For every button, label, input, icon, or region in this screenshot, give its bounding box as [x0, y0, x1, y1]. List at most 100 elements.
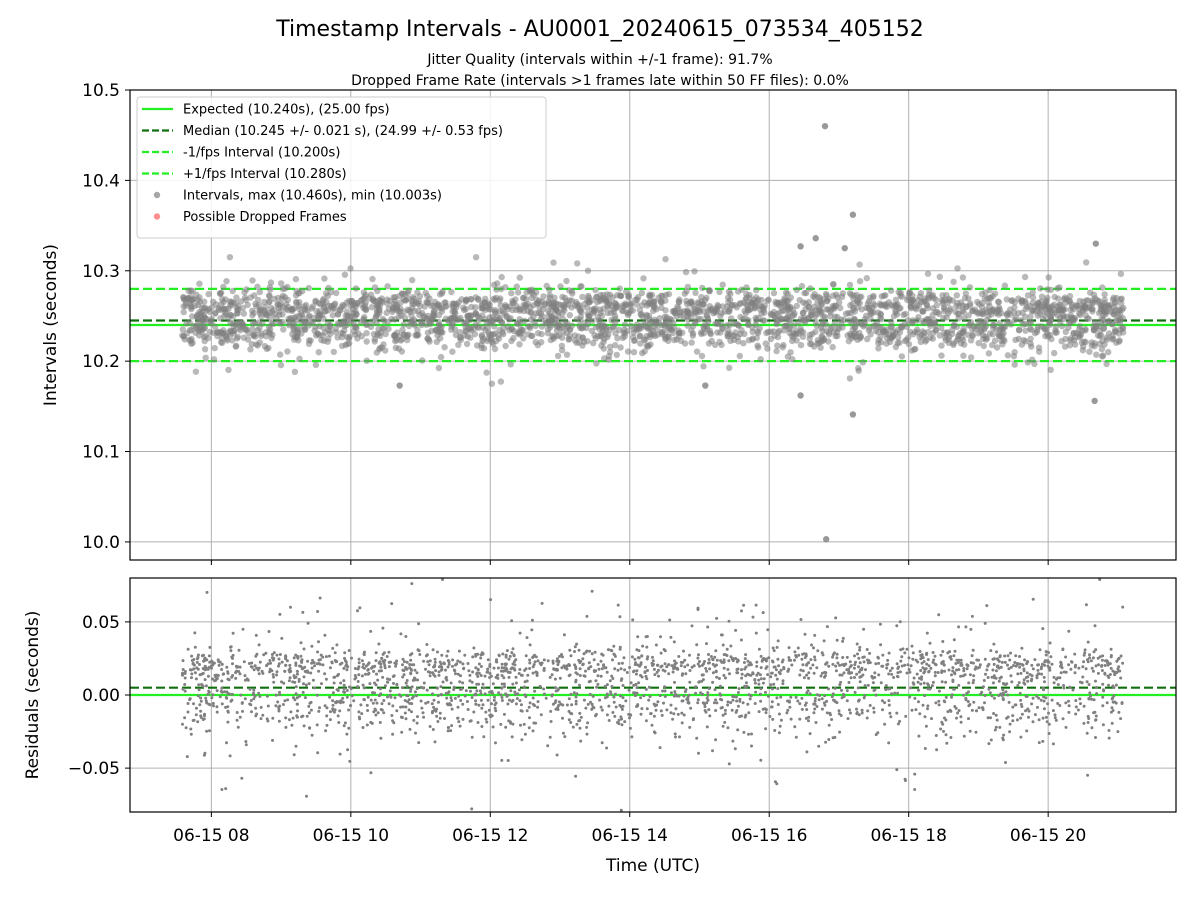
residual-point	[1067, 629, 1071, 633]
residual-point	[202, 659, 206, 663]
interval-point	[1071, 314, 1078, 322]
interval-point	[867, 315, 874, 322]
interval-point	[769, 311, 777, 318]
residual-point	[787, 656, 791, 660]
residual-point	[640, 707, 644, 711]
interval-point	[792, 328, 800, 335]
residual-point	[599, 705, 603, 709]
residual-point	[753, 678, 757, 682]
interval-point	[212, 310, 219, 317]
residual-point	[183, 683, 187, 686]
interval-point	[414, 289, 421, 296]
residual-point	[558, 676, 562, 680]
residual-point	[220, 788, 224, 791]
residual-point	[803, 703, 807, 707]
residual-point	[654, 643, 658, 647]
residual-point	[504, 725, 508, 729]
interval-point	[1035, 344, 1043, 351]
interval-point	[954, 265, 961, 272]
interval-point	[399, 290, 406, 298]
legend-entry-label: Intervals, max (10.460s), min (10.003s)	[183, 189, 442, 204]
interval-point	[831, 320, 839, 327]
interval-point	[837, 304, 844, 312]
residual-point	[342, 683, 346, 687]
residual-point	[831, 692, 835, 696]
residual-point	[1096, 671, 1100, 675]
residual-point	[359, 703, 363, 707]
residual-point	[835, 656, 839, 660]
interval-point	[725, 327, 732, 334]
residual-point	[819, 674, 823, 678]
residual-point	[590, 589, 594, 593]
residual-point	[1062, 670, 1066, 674]
residual-point	[793, 650, 797, 654]
interval-point	[855, 367, 862, 374]
residual-point	[744, 653, 748, 657]
interval-point	[253, 341, 260, 348]
residual-point	[750, 732, 753, 736]
residual-point	[617, 722, 621, 726]
residual-point	[848, 660, 852, 664]
residual-point	[240, 701, 244, 705]
residual-point	[1029, 679, 1033, 683]
interval-point	[825, 329, 833, 336]
residual-point	[810, 643, 813, 647]
interval-point	[669, 308, 676, 315]
residual-point	[957, 683, 961, 687]
interval-point	[811, 294, 819, 301]
residual-point	[472, 710, 476, 714]
interval-point	[515, 289, 522, 296]
residual-point	[388, 689, 392, 693]
interval-point	[188, 297, 196, 304]
residual-point	[554, 686, 558, 690]
residual-point	[921, 703, 925, 707]
interval-point	[1067, 337, 1074, 344]
residual-point	[746, 672, 750, 676]
interval-point	[302, 307, 309, 314]
residual-point	[742, 730, 746, 734]
interval-point	[805, 314, 812, 321]
residual-point	[428, 674, 432, 678]
residual-point	[747, 711, 751, 715]
residual-point	[834, 664, 838, 668]
residual-point	[226, 709, 230, 713]
residual-point	[912, 676, 916, 680]
interval-point	[254, 283, 261, 290]
residual-point	[1109, 654, 1113, 657]
residual-point	[294, 653, 298, 657]
residual-point	[315, 693, 319, 697]
residual-point	[422, 715, 426, 719]
residual-point	[1097, 663, 1100, 667]
interval-point	[1109, 332, 1116, 339]
interval-point	[987, 311, 995, 318]
residual-point	[607, 704, 611, 708]
residual-point	[361, 726, 365, 729]
interval-point	[736, 352, 743, 360]
residual-point	[419, 699, 423, 703]
interval-point	[256, 288, 263, 296]
residual-point	[379, 662, 383, 666]
interval-point	[834, 313, 841, 321]
residual-point	[435, 714, 439, 718]
residual-point	[1054, 718, 1058, 722]
interval-point	[1010, 309, 1018, 316]
interval-point	[787, 349, 794, 356]
interval-point	[1082, 338, 1089, 346]
interval-point	[1076, 323, 1084, 330]
residual-point	[981, 685, 985, 689]
interval-outlier-point	[797, 392, 804, 399]
residual-point	[959, 661, 963, 665]
residual-point	[683, 658, 687, 662]
residual-point	[659, 709, 663, 713]
residual-point	[934, 701, 938, 705]
residual-point	[926, 707, 929, 711]
residual-point	[1031, 667, 1035, 671]
residual-point	[972, 674, 976, 678]
residual-point	[959, 715, 963, 719]
residual-point	[644, 665, 647, 669]
interval-point	[780, 341, 787, 349]
residual-point	[623, 720, 627, 724]
interval-point	[975, 300, 983, 308]
residual-point	[1117, 656, 1121, 660]
residual-point	[940, 671, 944, 674]
